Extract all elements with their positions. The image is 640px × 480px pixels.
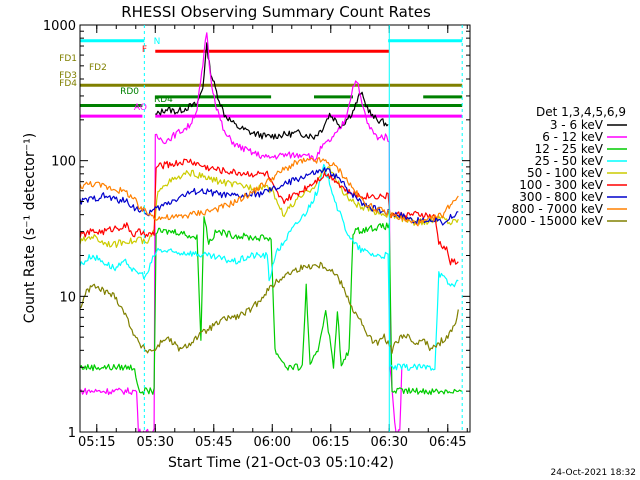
legend-title: Det 1,3,4,5,6,9 bbox=[536, 105, 626, 119]
legend-label: 3 - 6 keV bbox=[550, 118, 604, 132]
y-axis-title: Count Rate (s⁻¹ detector⁻¹) bbox=[22, 133, 38, 323]
flag-label-fd3: FD3 bbox=[59, 71, 77, 81]
flag-label-fd2: FD2 bbox=[89, 63, 107, 73]
legend-label: 50 - 100 keV bbox=[527, 166, 604, 180]
y-tick-label: 10 bbox=[59, 290, 76, 305]
series-line-1 bbox=[80, 32, 403, 432]
y-tick-label: 1 bbox=[68, 426, 76, 441]
x-tick-label: 05:15 bbox=[78, 435, 115, 450]
x-tick-label: 06:00 bbox=[254, 435, 291, 450]
series-line-2 bbox=[80, 216, 463, 396]
legend-label: 12 - 25 keV bbox=[535, 142, 604, 156]
y-tick-label: 1000 bbox=[43, 19, 76, 34]
x-tick-label: 06:15 bbox=[312, 435, 349, 450]
legend-label: 6 - 12 keV bbox=[542, 130, 604, 144]
x-tick-label: 06:45 bbox=[429, 435, 466, 450]
saa-markers bbox=[143, 25, 463, 432]
legend-label: 7000 - 15000 keV bbox=[496, 214, 603, 228]
x-tick-label: 05:45 bbox=[195, 435, 232, 450]
series-line-8 bbox=[80, 261, 459, 354]
series-line-3 bbox=[80, 163, 459, 371]
series-line-5 bbox=[80, 158, 459, 266]
series-line-0 bbox=[155, 42, 389, 140]
axes: 05:15 05:30 05:45 06:00 06:15 06:30 06:45 1 10 10… bbox=[43, 19, 471, 450]
legend-label: 100 - 300 keV bbox=[519, 178, 603, 192]
legend-label: 300 - 800 keV bbox=[519, 190, 603, 204]
legend-label: 800 - 7000 keV bbox=[512, 202, 604, 216]
legend-label: 25 - 50 keV bbox=[535, 154, 604, 168]
flag-label-fd4: FD4 bbox=[59, 79, 77, 89]
chart-title: RHESSI Observing Summary Count Rates bbox=[121, 3, 431, 21]
plot-frame bbox=[79, 24, 471, 433]
flag-label-rd4: RD4 bbox=[154, 95, 173, 105]
x-axis-title: Start Time (21-Oct-03 05:10:42) bbox=[168, 455, 394, 471]
footer-timestamp: 24-Oct-2021 18:32 bbox=[551, 468, 636, 478]
x-tick-label: 06:30 bbox=[371, 435, 408, 450]
flag-label-ao: AO bbox=[134, 103, 147, 113]
series-line-7 bbox=[80, 157, 459, 227]
flag-label-n: N bbox=[154, 37, 161, 47]
flag-bars bbox=[80, 39, 463, 118]
y-tick-label: 100 bbox=[51, 155, 76, 170]
x-tick-label: 05:30 bbox=[137, 435, 174, 450]
flag-label-rd0: RD0 bbox=[120, 87, 139, 97]
flag-label-fd1: FD1 bbox=[59, 54, 77, 64]
